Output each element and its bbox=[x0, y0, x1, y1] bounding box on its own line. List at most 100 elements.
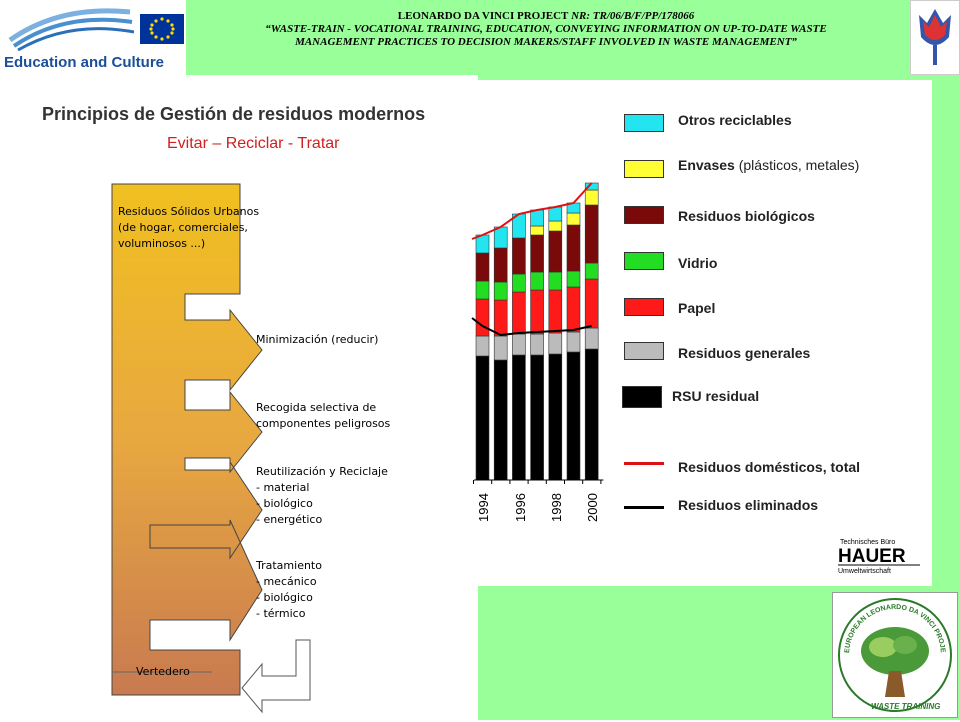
flow-step-line: componentes peligrosos bbox=[256, 417, 391, 430]
project-description-2: MANAGEMENT PRACTICES TO DECISION MAKERS/… bbox=[295, 36, 797, 48]
x-tick-label: 1998 bbox=[549, 493, 564, 522]
project-header bbox=[186, 0, 906, 75]
bar-segment bbox=[493, 281, 508, 301]
tulip-logo-icon bbox=[919, 9, 951, 65]
bar-segment bbox=[584, 204, 599, 264]
legend-label-text: Residuos biológicos bbox=[678, 208, 815, 224]
legend-label: Residuos generales bbox=[678, 345, 810, 361]
flow-step-reuse-recycle: Reutilización y Reciclaje - material - b… bbox=[256, 464, 388, 528]
bar-segment bbox=[493, 226, 508, 249]
flow-step-line: Minimización (reducir) bbox=[256, 333, 379, 346]
bar-segment bbox=[566, 270, 581, 288]
legend-swatch-glass bbox=[624, 252, 664, 270]
legend-label-text: Residuos generales bbox=[678, 345, 811, 361]
series-line bbox=[471, 182, 593, 240]
bar-segment bbox=[584, 348, 599, 481]
flow-step-line: - biológico bbox=[256, 591, 313, 604]
legend-label: Vidrio bbox=[678, 255, 717, 271]
landfill-return-arrow bbox=[241, 639, 311, 714]
legend-label: Papel bbox=[678, 300, 715, 316]
project-description-1: “WASTE-TRAIN - VOCATIONAL TRAINING, EDUC… bbox=[265, 23, 827, 35]
flow-step-line: - energético bbox=[256, 513, 323, 526]
flow-step-line: - térmico bbox=[256, 607, 306, 620]
flow-step-line: - material bbox=[256, 481, 310, 494]
hauer-logo: Technisches Büro HAUER Umweltwirtschaft bbox=[836, 536, 926, 576]
legend-swatch-paper bbox=[624, 298, 664, 316]
flow-source-line: Residuos Sólidos Urbanos bbox=[118, 205, 260, 218]
bar-segment bbox=[493, 359, 508, 481]
legend-label-text: Residuos eliminados bbox=[678, 497, 819, 513]
legend-line-eliminated bbox=[624, 506, 664, 509]
bar-segment bbox=[512, 273, 526, 293]
tree-logo-icon: EUROPEAN LEONARDO DA VINCI PROJECT WASTE… bbox=[830, 588, 952, 712]
legend-label: Residuos eliminados bbox=[678, 497, 818, 513]
legend-label-extra: (plásticos, metales) bbox=[734, 157, 860, 173]
leonardo-waste-training-logo: EUROPEAN LEONARDO DA VINCI PROJECT WASTE… bbox=[830, 588, 958, 718]
bar-segment bbox=[512, 333, 526, 356]
project-name: LEONARDO DA VINCI PROJECT bbox=[397, 10, 569, 22]
bar-segment bbox=[475, 252, 490, 282]
legend-swatch-other-recyclables bbox=[624, 114, 664, 132]
legend-label: Residuos biológicos bbox=[678, 208, 815, 224]
bar-segment bbox=[530, 289, 544, 335]
bar-segment bbox=[475, 280, 490, 300]
bar-segment bbox=[512, 237, 526, 275]
bar-segment bbox=[493, 299, 508, 337]
bar-segment bbox=[512, 291, 526, 335]
waste-flow-diagram bbox=[111, 183, 311, 714]
bar-segment bbox=[530, 271, 544, 291]
bar-segment bbox=[548, 332, 563, 355]
legend-label-text: Papel bbox=[678, 300, 716, 316]
bar-segment bbox=[530, 354, 544, 481]
legend-label-text: Vidrio bbox=[678, 255, 718, 271]
flow-source-line: voluminosos ...) bbox=[118, 237, 206, 250]
project-number: NR: TR/06/B/F/PP/178066 bbox=[571, 10, 695, 22]
flow-step-minimization: Minimización (reducir) bbox=[256, 332, 378, 348]
bar-segment bbox=[530, 234, 544, 273]
bar-segment bbox=[584, 189, 599, 206]
flow-main-shape bbox=[111, 183, 263, 696]
svg-text:HAUER: HAUER bbox=[838, 546, 906, 567]
bar-segment bbox=[475, 298, 490, 337]
hauer-logo-graphic: Technisches Büro HAUER Umweltwirtschaft bbox=[838, 539, 920, 575]
legend-swatch-general bbox=[624, 342, 664, 360]
flow-source-line: (de hogar, comerciales, bbox=[118, 221, 248, 234]
bar-segment bbox=[530, 225, 544, 236]
flow-step-line: Recogida selectiva de bbox=[256, 401, 377, 414]
flow-step-line: Reutilización y Reciclaje bbox=[256, 465, 388, 478]
flow-source-label: Residuos Sólidos Urbanos (de hogar, come… bbox=[118, 204, 259, 252]
education-culture-logo: Education and Culture bbox=[0, 0, 186, 75]
bar-segment bbox=[548, 230, 563, 273]
bar-segment bbox=[548, 353, 563, 481]
legend-label: RSU residual bbox=[672, 388, 759, 404]
bar-segment bbox=[566, 331, 581, 353]
flow-step-treatment: Tratamiento - mecánico - biológico - tér… bbox=[256, 558, 322, 622]
flow-step-line: Tratamiento bbox=[256, 559, 322, 572]
bar-segment bbox=[566, 212, 581, 226]
legend-label-text: Otros reciclables bbox=[678, 112, 792, 128]
legend-label-text: Envases bbox=[678, 157, 735, 173]
bar-segment bbox=[584, 278, 599, 329]
brand-text: Education and Culture bbox=[4, 54, 165, 71]
bar-segment bbox=[548, 271, 563, 291]
project-header-text: LEONARDO DA VINCI PROJECT NR: TR/06/B/F/… bbox=[196, 10, 896, 49]
legend-swatch-packaging bbox=[624, 160, 664, 178]
slide-subtitle: Evitar – Reciclar - Tratar bbox=[167, 135, 340, 152]
bar-segment bbox=[493, 335, 508, 361]
legend-line-household-total bbox=[624, 462, 664, 465]
svg-text:Technisches Büro: Technisches Büro bbox=[840, 539, 895, 546]
x-tick-label: 1994 bbox=[476, 493, 491, 522]
bar-segment bbox=[530, 333, 544, 356]
legend-label-text: RSU residual bbox=[672, 388, 760, 404]
legend-label: Envases (plásticos, metales) bbox=[678, 157, 859, 173]
partner-logo bbox=[910, 0, 960, 75]
slide-title: Principios de Gestión de residuos modern… bbox=[42, 104, 426, 124]
bar-segment bbox=[548, 206, 563, 222]
series-line bbox=[471, 317, 592, 337]
eu-logo-graphic bbox=[0, 0, 184, 52]
bar-segment bbox=[493, 247, 508, 283]
bar-segment bbox=[584, 262, 599, 280]
flow-step-line: - biológico bbox=[256, 497, 313, 510]
flow-landfill-label: Vertedero bbox=[136, 665, 190, 678]
x-tick-label: 2000 bbox=[585, 493, 600, 522]
